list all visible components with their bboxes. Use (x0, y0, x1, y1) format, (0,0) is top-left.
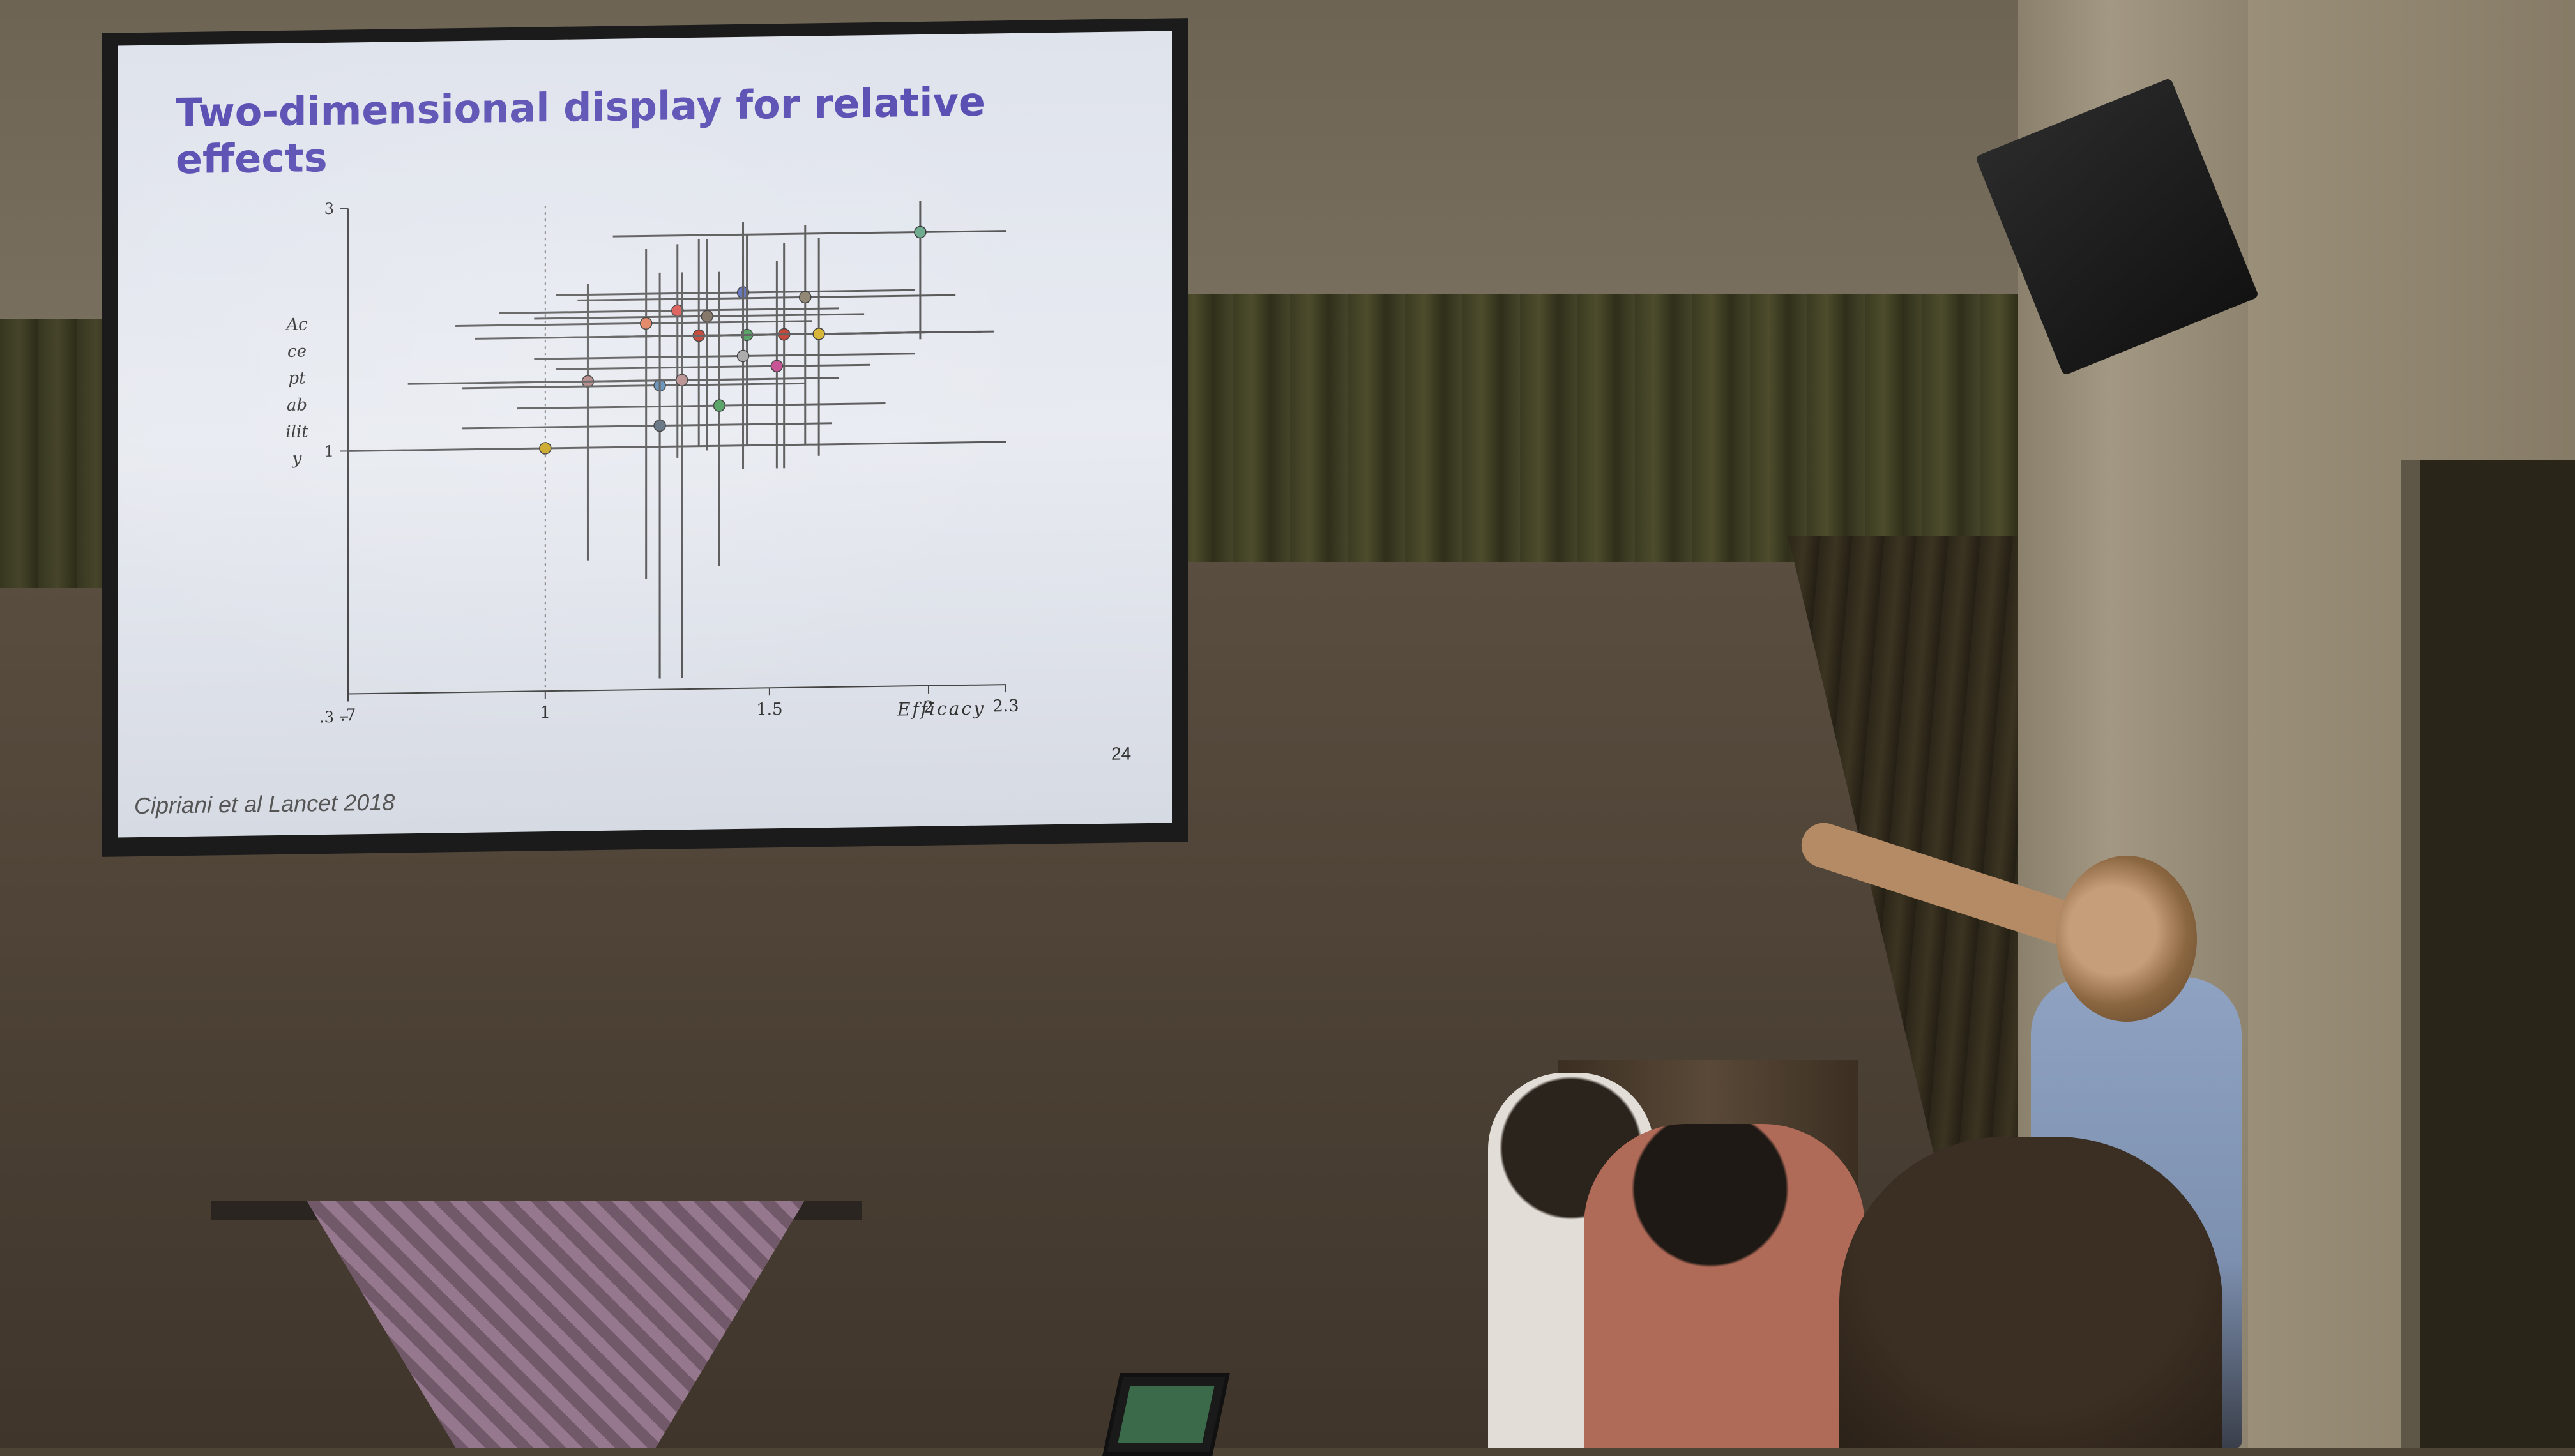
door (2401, 460, 2575, 1448)
ci-bar-horizontal (534, 354, 915, 359)
slide-title: Two-dimensional display for relative eff… (176, 76, 1146, 183)
ci-bar-horizontal (462, 383, 805, 388)
x-axis-line (348, 685, 1006, 694)
data-point (641, 317, 652, 329)
data-point (713, 400, 725, 411)
ci-bar-horizontal (556, 365, 870, 369)
ci-bar-horizontal (556, 290, 915, 295)
valance-curtain-left (0, 319, 115, 588)
citation: Cipriani et al Lancet 2018 (134, 789, 395, 819)
ci-bar-horizontal (455, 321, 812, 326)
x-tick-label: 1.5 (756, 700, 782, 720)
slide: Two-dimensional display for relative eff… (118, 31, 1172, 837)
ci-bar-horizontal (499, 308, 839, 313)
slide-number: 24 (1111, 743, 1131, 764)
x-tick-label: .7 (340, 706, 356, 725)
x-tick-label: 2.3 (992, 697, 1019, 717)
data-point (771, 360, 782, 372)
x-tick-label: 1 (540, 703, 551, 722)
x-axis-title: Efficacy (897, 698, 985, 720)
y-axis-title: Acceptability (284, 311, 310, 473)
data-point (676, 374, 688, 386)
data-point (654, 420, 665, 431)
y-tick-label: 3 (324, 200, 334, 218)
audience-member (1584, 1124, 1865, 1448)
ci-bar-horizontal (613, 231, 1006, 237)
y-tick-label: .3 (319, 708, 334, 726)
valance-curtain (1175, 294, 2024, 562)
data-point (915, 226, 926, 238)
y-tick-label: 1 (324, 443, 334, 460)
presenter-head (2056, 856, 2197, 1022)
data-point (540, 443, 551, 454)
ci-bar-horizontal (517, 404, 885, 409)
ci-bar-horizontal (577, 295, 955, 300)
laptop (1102, 1373, 1230, 1456)
data-point (738, 350, 749, 361)
data-point (813, 328, 824, 340)
data-point (800, 291, 811, 303)
audience-member (1839, 1137, 2222, 1448)
data-point (701, 310, 713, 322)
